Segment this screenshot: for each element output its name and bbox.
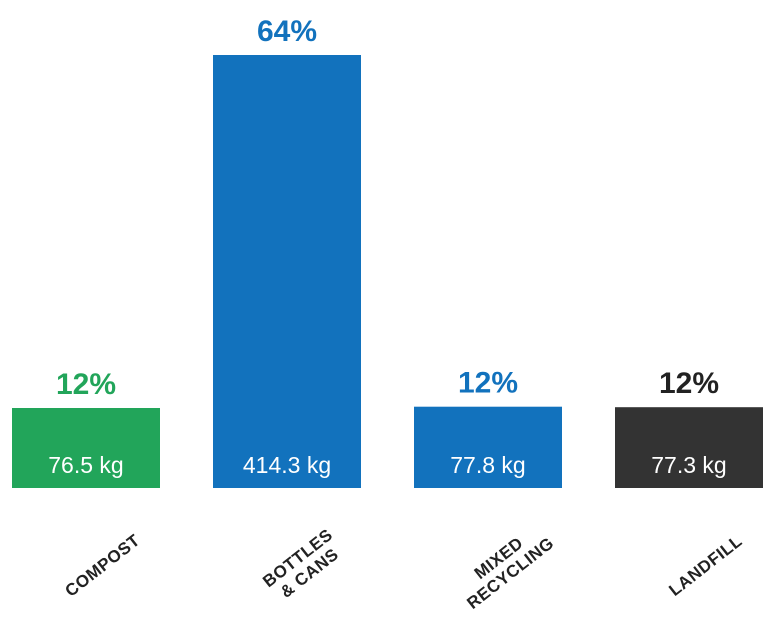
value-label-1: 414.3 kg (243, 452, 331, 478)
category-label-1: BOTTLES& CANS (259, 525, 342, 601)
percent-label-0: 12% (56, 368, 116, 401)
category-label-0-line-0: COMPOST (62, 531, 144, 601)
percent-label-2: 12% (458, 367, 518, 400)
bar-2 (414, 406, 562, 488)
value-labels-group: 76.5 kg 414.3 kg 77.8 kg 77.3 kg (48, 452, 726, 478)
bar-3 (615, 407, 763, 488)
bar-0 (12, 408, 160, 488)
value-label-0: 76.5 kg (48, 452, 123, 478)
bar-1 (213, 55, 361, 488)
value-label-2: 77.8 kg (450, 452, 525, 478)
percent-labels-group: 12% 64% 12% 12% (56, 15, 719, 401)
value-label-3: 77.3 kg (651, 452, 726, 478)
category-label-3-line-0: LANDFILL (665, 531, 745, 600)
category-label-0: COMPOST (62, 531, 144, 601)
category-label-3: LANDFILL (665, 531, 745, 600)
percent-label-1: 64% (257, 15, 317, 48)
bars-group (12, 55, 763, 488)
percent-label-3: 12% (659, 367, 719, 400)
